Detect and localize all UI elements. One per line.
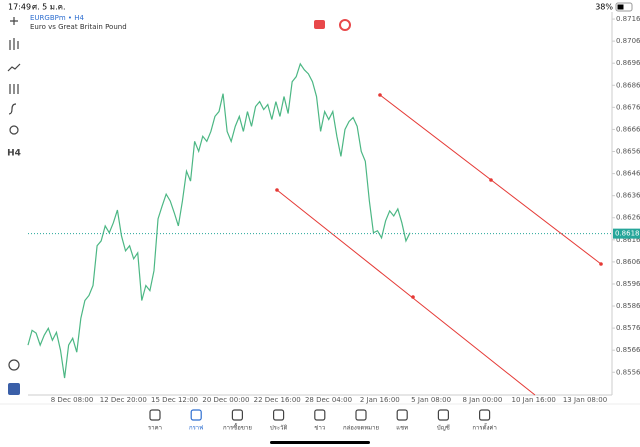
nav-icon	[190, 409, 202, 421]
current-price-label: 0.86188	[615, 230, 640, 238]
trend-points	[275, 93, 603, 299]
candles-icon	[9, 38, 19, 50]
trend-point	[411, 295, 415, 299]
bottom-nav: ราคา กราฟ การซื้อขาย ประวัติ ข่าว กล่องจดหมาย…	[148, 409, 497, 432]
toolbar-icons	[7, 17, 21, 371]
nav-label[interactable]: บัญชี	[437, 424, 450, 432]
trend-line[interactable]	[276, 189, 536, 396]
x-tick-label: 2 Jan 16:00	[360, 396, 400, 404]
flag-icon	[339, 19, 351, 31]
status-battery: 38%	[595, 3, 613, 12]
speed-icon	[8, 359, 20, 371]
battery-level	[617, 4, 624, 10]
crosshair-icon	[10, 17, 18, 25]
current-price-box	[613, 228, 640, 239]
nav-icon	[479, 409, 491, 421]
timeframe[interactable]: H4	[7, 149, 21, 159]
nav-label[interactable]: ประวัติ	[270, 425, 288, 432]
x-tick-label: 22 Dec 16:00	[254, 396, 301, 404]
chart-title: EURGBPm • H4	[30, 14, 85, 22]
nav-label[interactable]: ข่าว	[314, 425, 325, 432]
nav-icon	[273, 409, 285, 421]
x-tick-label: 10 Jan 16:00	[512, 396, 556, 404]
battery-icon	[615, 2, 633, 12]
nav-label[interactable]: กล่องจดหมาย	[343, 425, 379, 432]
nav-label[interactable]: การตั้งค่า	[472, 422, 496, 432]
nav-icon	[231, 409, 243, 421]
objects-icon	[9, 125, 19, 135]
nav-label[interactable]: ราคา	[148, 425, 162, 432]
indicator-icon	[7, 63, 21, 72]
nav-label[interactable]: การซื้อขาย	[223, 422, 252, 432]
nav-label[interactable]: กราฟ	[189, 425, 203, 432]
nav-icon	[396, 409, 408, 421]
nav-icon	[355, 409, 367, 421]
function-icon	[8, 103, 17, 115]
trend-point	[275, 188, 279, 192]
x-tick-label: 20 Dec 00:00	[202, 396, 249, 404]
x-tick-label: 5 Jan 08:00	[411, 396, 451, 404]
x-tick-label: 12 Dec 20:00	[100, 396, 147, 404]
app-icon	[8, 383, 20, 395]
price-line	[27, 62, 411, 379]
trend-point	[599, 262, 603, 266]
x-tick-label: 8 Jan 00:00	[462, 396, 502, 404]
nav-icon	[437, 409, 449, 421]
x-tick-label: 8 Dec 08:00	[51, 396, 94, 404]
nav-label[interactable]: แชท	[396, 425, 408, 432]
nav-icon	[149, 409, 161, 421]
x-tick-label: 13 Jan 08:00	[563, 396, 607, 404]
settings-icon	[9, 84, 19, 94]
status-time: 17:49	[8, 3, 31, 12]
x-tick-label: 15 Dec 12:00	[151, 396, 198, 404]
trend-point	[378, 93, 382, 97]
trend-point	[489, 178, 493, 182]
x-tick-label: 28 Dec 04:00	[305, 396, 352, 404]
nav-icon	[314, 409, 326, 421]
home-indicator	[270, 441, 370, 444]
flag-icon	[314, 20, 325, 29]
y-tick-label: 0.87160	[616, 15, 640, 23]
status-date: ศ. 5 ม.ค.	[32, 3, 66, 12]
chart-subtitle: Euro vs Great Britain Pound	[30, 23, 127, 31]
